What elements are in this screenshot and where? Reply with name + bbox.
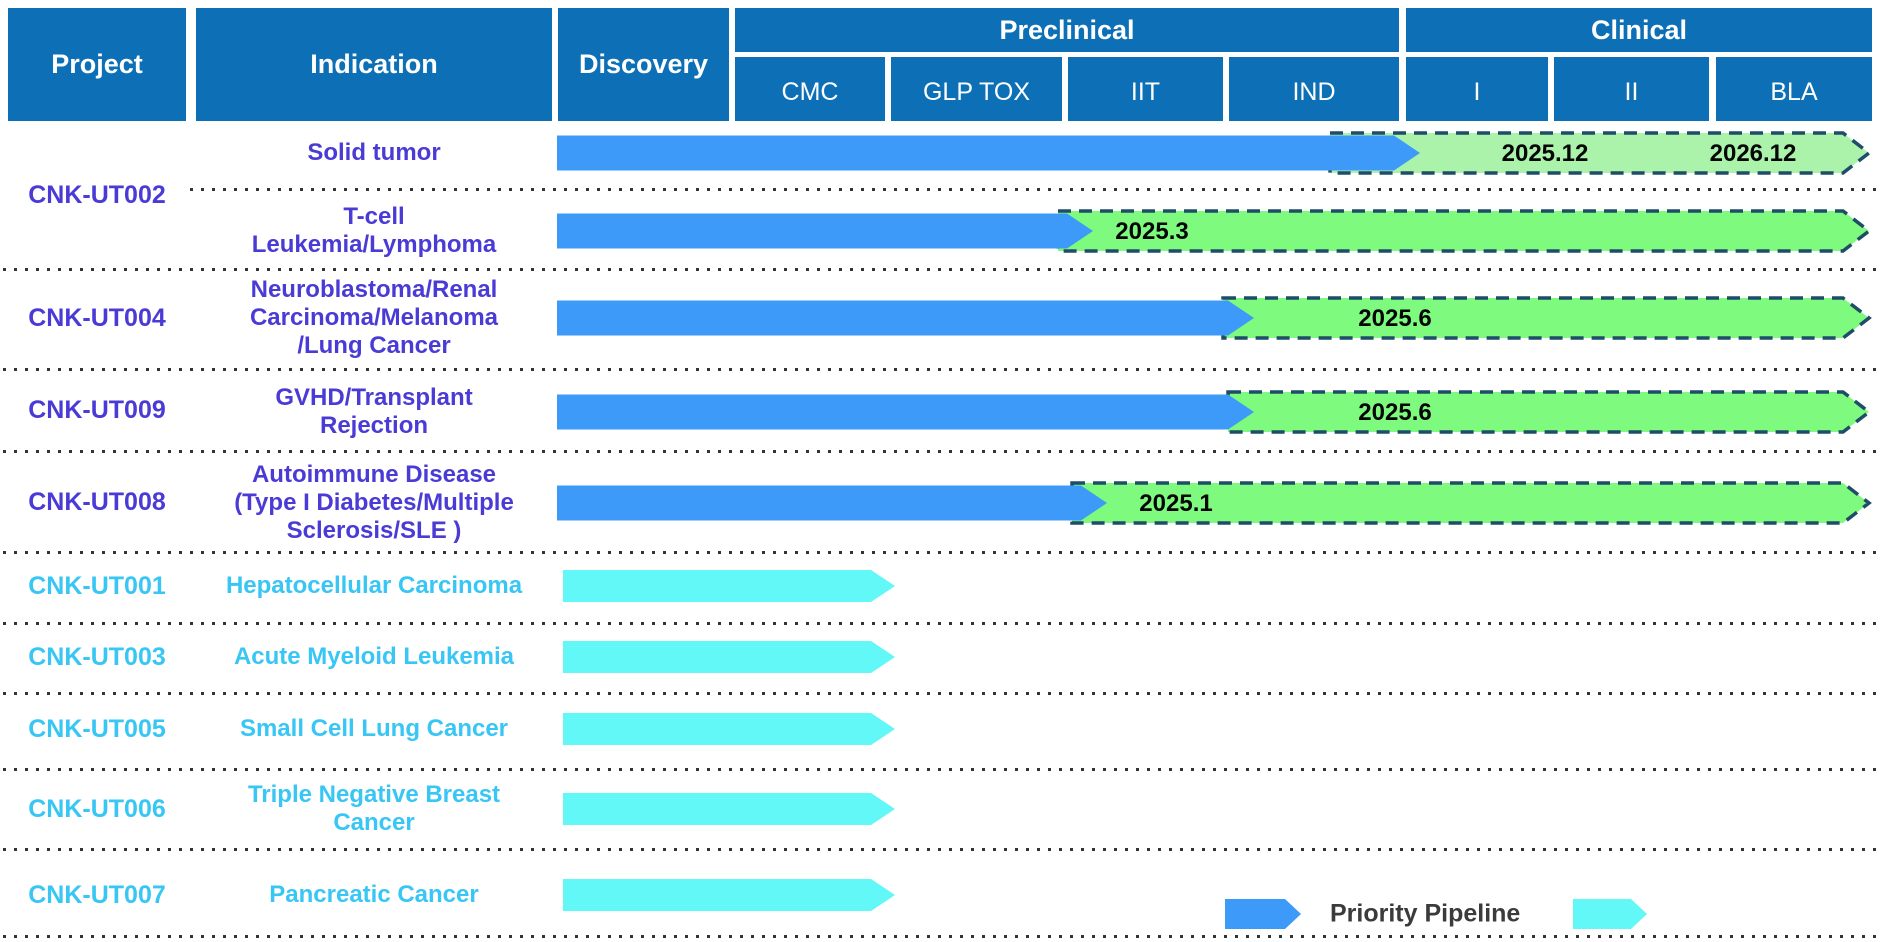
header-cell-discovery: Discovery — [558, 8, 729, 121]
milestone-date: 2026.12 — [1709, 140, 1797, 167]
header-cell-ind: IND — [1229, 57, 1399, 121]
indication-line: Sclerosis/SLE ) — [286, 517, 462, 544]
indication-line: Hepatocellular Carcinoma — [225, 572, 523, 599]
priority-progress-arrow — [557, 135, 1420, 171]
project-label: CNK-UT002 — [28, 181, 166, 209]
indication-line: Acute Myeloid Leukemia — [233, 643, 515, 670]
standard-progress-arrow — [563, 879, 895, 911]
indication-line: /Lung Cancer — [297, 332, 451, 359]
indication-label: Neuroblastoma/Renal Carcinoma/Melanoma/Lu… — [196, 276, 552, 360]
standard-progress-arrow — [563, 713, 895, 745]
indication-label: T-cell Leukemia/Lymphoma — [196, 203, 552, 259]
indication-label: Pancreatic Cancer — [196, 881, 552, 909]
milestone-date: 2025.3 — [1115, 218, 1189, 245]
header-cell-cmc: CMC — [735, 57, 885, 121]
legend-standard-arrow — [1573, 899, 1647, 929]
row-separator-line — [3, 368, 1878, 371]
indication-line: GVHD/Transplant — [275, 384, 473, 411]
indication-line: (Type I Diabetes/Multiple — [234, 489, 514, 516]
project-label: CNK-UT008 — [28, 488, 166, 516]
row-separator-line — [3, 450, 1878, 453]
legend-priority-label: Priority Pipeline — [1330, 899, 1521, 928]
project-label: CNK-UT005 — [28, 715, 166, 743]
row-separator-line — [3, 935, 1878, 938]
header-cell-indication: Indication — [196, 8, 552, 121]
indication-line: Neuroblastoma/Renal — [250, 276, 498, 303]
row-separator-line — [3, 768, 1878, 771]
row-separator-line — [3, 268, 1878, 271]
milestone-date: 2025.6 — [1358, 305, 1432, 332]
indication-line: Leukemia/Lymphoma — [251, 231, 497, 258]
indication-label: Small Cell Lung Cancer — [196, 715, 552, 743]
standard-progress-arrow — [563, 641, 895, 673]
project-label: CNK-UT003 — [28, 643, 166, 671]
header-cell-glp-tox: GLP TOX — [891, 57, 1062, 121]
standard-progress-arrow — [563, 570, 895, 602]
indication-line: Autoimmune Disease — [251, 461, 497, 488]
indication-label: Acute Myeloid Leukemia — [196, 643, 552, 671]
milestone-date: 2025.1 — [1139, 490, 1213, 517]
project-label: CNK-UT004 — [28, 304, 166, 332]
header-cell-i: I — [1406, 57, 1548, 121]
indication-line: Rejection — [319, 412, 429, 439]
project-label: CNK-UT001 — [28, 572, 166, 600]
row-separator-line — [3, 848, 1878, 851]
row-separator-line — [3, 551, 1878, 554]
indication-line: Small Cell Lung Cancer — [239, 715, 509, 742]
indication-line: T-cell — [343, 203, 405, 230]
priority-progress-arrow — [557, 213, 1093, 249]
milestone-date: 2025.12 — [1501, 140, 1589, 167]
priority-progress-arrow — [557, 300, 1254, 336]
indication-label: GVHD/Transplant Rejection — [196, 384, 552, 440]
indication-label: Hepatocellular Carcinoma — [196, 572, 552, 600]
header-cell-iit: IIT — [1068, 57, 1223, 121]
indication-line: Solid tumor — [307, 139, 441, 166]
header-group-preclinical: Preclinical — [735, 8, 1399, 52]
milestone-date: 2025.6 — [1358, 399, 1432, 426]
priority-progress-arrow — [557, 394, 1254, 430]
row-separator-line — [190, 188, 1878, 191]
header-cell-ii: II — [1554, 57, 1709, 121]
indication-label: Autoimmune Disease (Type I Diabetes/Multi… — [196, 461, 552, 545]
indication-line: Pancreatic Cancer — [269, 881, 479, 908]
header-cell-bla: BLA — [1716, 57, 1872, 121]
row-separator-line — [3, 692, 1878, 695]
header-group-clinical: Clinical — [1406, 8, 1872, 52]
projected-phase-arrow — [1226, 390, 1872, 434]
project-label: CNK-UT009 — [28, 396, 166, 424]
header-cell-project: Project — [8, 8, 186, 121]
project-label: CNK-UT007 — [28, 881, 166, 909]
indication-line: Triple Negative Breast — [247, 781, 501, 808]
indication-label: Triple Negative Breast Cancer — [196, 781, 552, 837]
indication-line: Carcinoma/Melanoma — [249, 304, 499, 331]
projected-phase-arrow — [1070, 481, 1872, 525]
standard-progress-arrow — [563, 793, 895, 825]
priority-progress-arrow — [557, 485, 1107, 521]
row-separator-line — [3, 622, 1878, 625]
indication-line: Cancer — [333, 809, 415, 836]
project-label: CNK-UT006 — [28, 795, 166, 823]
projected-phase-arrow — [1221, 296, 1872, 340]
legend-priority-arrow — [1225, 899, 1301, 929]
indication-label: Solid tumor — [196, 139, 552, 167]
